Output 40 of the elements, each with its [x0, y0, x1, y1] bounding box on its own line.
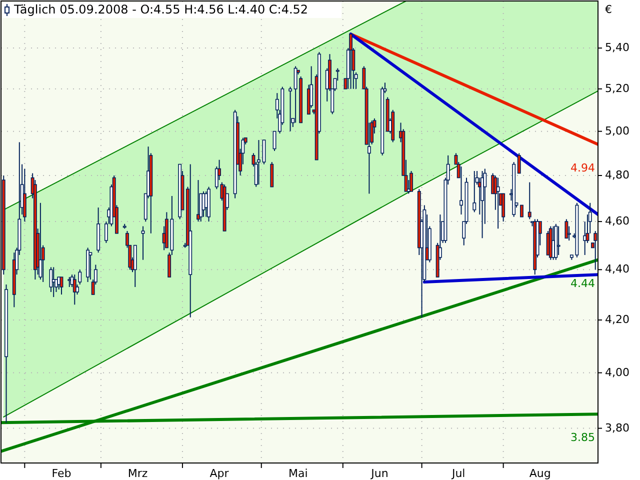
- candlestick: [410, 170, 413, 192]
- chart-title: Täglich 05.09.2008 - O:4.55 H:4.56 L:4.40 C:4.52: [13, 2, 308, 16]
- y-tick-label: 4,40: [605, 262, 630, 276]
- annotation: 4.94: [570, 161, 595, 174]
- candlestick: [257, 140, 260, 186]
- candlestick: [594, 230, 598, 270]
- y-tick-label: 4,00: [605, 366, 630, 379]
- candlestick: [22, 168, 26, 222]
- candlestick: [520, 204, 524, 218]
- x-tick-label: Aug: [529, 467, 551, 480]
- candlestick: [270, 162, 274, 188]
- candlestick: [472, 170, 476, 213]
- y-tick-label: 5,40: [605, 41, 630, 54]
- y-tick-label: 5,00: [605, 124, 630, 138]
- candlestick: [517, 152, 521, 174]
- candlestick: [480, 170, 484, 239]
- annotation: 4.44: [570, 276, 595, 290]
- candlestick: [57, 276, 61, 290]
- x-tick-label: Feb: [52, 467, 72, 480]
- y-tick-label: 4,60: [605, 214, 630, 228]
- candlestick: [564, 218, 568, 239]
- annotation: 3.85: [570, 431, 595, 444]
- y-tick-label: 5,20: [605, 82, 630, 95]
- x-tick-label: Mrz: [128, 467, 148, 480]
- x-tick-label: Apr: [210, 467, 230, 480]
- y-axis-title: €: [605, 3, 612, 16]
- x-tick-label: Jul: [450, 467, 466, 480]
- candlestick: [68, 276, 72, 288]
- x-tick-label: Mai: [288, 467, 308, 480]
- candlestick: [556, 226, 560, 256]
- candlestick: [496, 177, 500, 230]
- candlestick: [141, 226, 145, 260]
- candlestick: [60, 276, 64, 296]
- x-tick-label: Jun: [370, 467, 388, 480]
- candlestick: [460, 166, 463, 216]
- y-tick-label: 4,80: [605, 168, 630, 182]
- candlestick: [502, 193, 506, 222]
- y-tick-label: 3,80: [605, 421, 630, 434]
- candlestick: [528, 182, 532, 220]
- y-tick-label: 4,20: [605, 312, 630, 326]
